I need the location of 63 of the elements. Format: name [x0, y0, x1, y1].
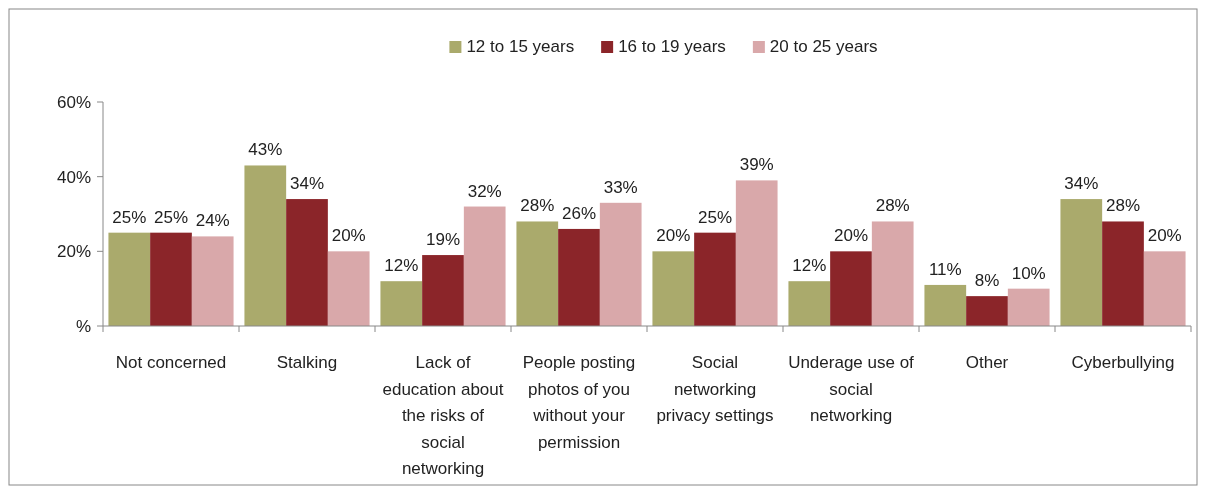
bar — [380, 281, 423, 326]
x-tick-label: Not concerned — [115, 353, 227, 372]
data-label: 28% — [1105, 196, 1141, 216]
data-label: 25% — [697, 207, 733, 227]
data-label: 12% — [384, 256, 419, 276]
y-tick-label: 60% — [56, 92, 91, 112]
data-label: 19% — [425, 230, 461, 250]
y-tick-label: % — [75, 316, 91, 336]
data-label: 25% — [112, 207, 147, 227]
data-label: 33% — [603, 177, 638, 197]
bar — [599, 202, 642, 326]
x-tick-label: Lack of education about the risks of social networking — [382, 353, 504, 478]
bar — [516, 221, 559, 326]
data-label: 12% — [792, 256, 827, 276]
data-label: 20% — [656, 226, 691, 246]
data-label: 34% — [289, 174, 325, 194]
data-label: 26% — [561, 203, 597, 223]
data-label: 11% — [928, 259, 962, 279]
x-tick-label: Other — [965, 353, 1009, 372]
legend-label: 12 to 15 years — [466, 37, 575, 56]
data-label: 20% — [1147, 226, 1182, 246]
data-label: 10% — [1011, 263, 1046, 283]
bar — [966, 296, 1008, 326]
x-tick-label: Underage use of social networking — [788, 353, 915, 425]
bar — [327, 251, 370, 326]
legend-label: 20 to 25 years — [769, 37, 878, 56]
y-tick-label: 20% — [56, 242, 91, 262]
data-label: 24% — [195, 211, 230, 231]
data-label: 28% — [520, 196, 555, 216]
data-label: 34% — [1064, 174, 1099, 194]
x-tick-label: People posting photos of you without your permission — [522, 353, 636, 452]
bar — [652, 251, 695, 326]
x-tick-label: Cyberbullying — [1071, 353, 1175, 372]
bar — [244, 165, 287, 326]
bar — [1060, 199, 1103, 326]
y-tick-label: 40% — [56, 167, 91, 187]
bar — [694, 232, 736, 326]
data-label: 20% — [833, 226, 869, 246]
bar — [463, 206, 506, 326]
data-label: 25% — [153, 207, 189, 227]
bar — [558, 228, 600, 326]
bar — [422, 255, 464, 326]
legend-label: 16 to 19 years — [618, 37, 726, 56]
bar — [871, 221, 914, 326]
data-label: 32% — [467, 181, 502, 201]
bar — [924, 284, 967, 326]
data-label: 8% — [974, 271, 1000, 291]
bar — [286, 199, 328, 326]
bar — [150, 232, 192, 326]
x-tick-label: Stalking — [276, 353, 338, 372]
bar — [191, 236, 234, 326]
bar — [108, 232, 151, 326]
bar — [788, 281, 831, 326]
bar — [1102, 221, 1144, 326]
data-label: 28% — [875, 196, 910, 216]
bar — [1143, 251, 1186, 326]
x-tick-label: Social networking privacy settings — [656, 353, 774, 425]
bar — [1007, 288, 1050, 326]
data-label: 20% — [331, 226, 366, 246]
bar — [735, 180, 778, 326]
bar — [830, 251, 872, 326]
data-label: 43% — [248, 140, 283, 160]
data-label: 39% — [739, 155, 774, 175]
